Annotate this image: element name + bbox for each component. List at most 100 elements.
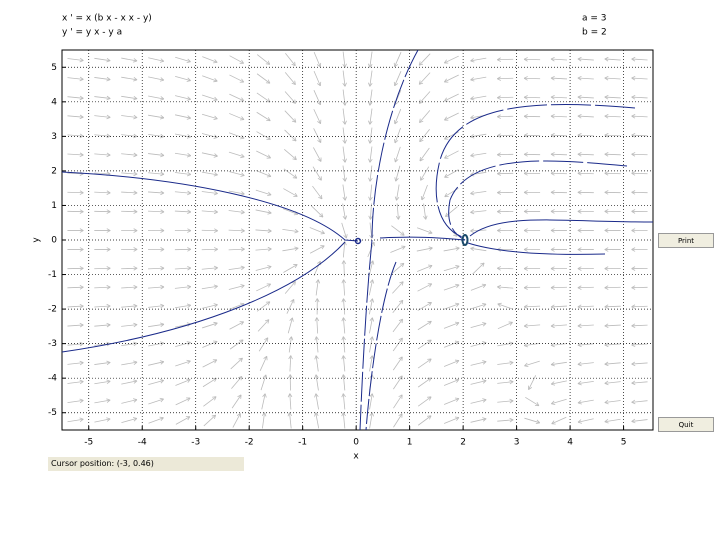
direction-arrow — [417, 302, 432, 311]
trajectory — [379, 236, 466, 241]
direction-arrowhead — [604, 342, 609, 348]
direction-arrowhead — [550, 323, 555, 329]
y-tick-label: 2 — [51, 166, 57, 176]
direction-arrow — [631, 362, 648, 365]
direction-arrowhead — [160, 228, 165, 233]
direction-arrowhead — [79, 57, 84, 63]
direction-arrowhead — [106, 247, 111, 252]
direction-arrow — [444, 131, 459, 140]
direction-arrow — [67, 172, 84, 175]
y-axis-label: y — [32, 237, 42, 243]
quit-button[interactable]: Quit — [658, 417, 714, 432]
direction-arrowhead — [393, 119, 399, 125]
direction-arrowhead — [79, 341, 84, 347]
direction-arrow — [497, 96, 514, 99]
print-button[interactable]: Print — [658, 233, 714, 248]
direction-arrowhead — [186, 77, 191, 82]
direction-arrowhead — [342, 158, 347, 163]
direction-arrowhead — [79, 398, 84, 404]
direction-arrow — [631, 400, 648, 403]
direction-arrowhead — [214, 247, 218, 252]
y-tick-label: -5 — [48, 408, 57, 418]
direction-arrow — [228, 285, 245, 290]
direction-arrowhead — [369, 317, 375, 322]
direction-arrowhead — [106, 57, 111, 63]
direction-arrowhead — [423, 215, 428, 220]
direction-arrowhead — [211, 414, 217, 420]
direction-arrowhead — [427, 320, 432, 325]
direction-arrow — [148, 76, 164, 81]
direction-arrow — [202, 359, 218, 368]
direction-arrowhead — [470, 246, 475, 252]
direction-arrowhead — [419, 137, 424, 143]
direction-arrowhead — [577, 361, 582, 367]
direction-arrowhead — [394, 196, 400, 201]
direction-arrowhead — [604, 56, 609, 62]
direction-arrowhead — [482, 302, 487, 308]
direction-arrow — [67, 286, 84, 289]
direction-arrow — [201, 191, 218, 194]
direction-arrowhead — [317, 176, 322, 181]
direction-arrow — [67, 343, 84, 346]
direction-arrowhead — [470, 228, 475, 234]
direction-arrow — [417, 227, 433, 234]
direction-arrowhead — [455, 302, 460, 308]
direction-arrowhead — [497, 152, 501, 157]
x-tick-label: 0 — [353, 438, 359, 448]
direction-arrowhead — [239, 59, 244, 64]
direction-arrow — [470, 57, 487, 62]
direction-arrow — [94, 418, 111, 423]
direction-arrowhead — [212, 396, 217, 401]
direction-arrowhead — [418, 61, 424, 66]
direction-arrowhead — [314, 374, 319, 379]
trajectory — [371, 49, 419, 241]
direction-arrowhead — [454, 359, 460, 364]
x-tick-label: -4 — [138, 438, 147, 448]
direction-arrowhead — [631, 399, 636, 405]
direction-arrowhead — [509, 417, 514, 423]
direction-arrow — [497, 58, 514, 61]
direction-arrowhead — [428, 264, 433, 269]
direction-arrowhead — [159, 416, 164, 421]
direction-arrow — [394, 146, 401, 163]
direction-arrowhead — [186, 359, 191, 365]
direction-arrow — [148, 305, 165, 308]
direction-arrow — [201, 285, 218, 290]
direction-arrowhead — [369, 393, 374, 398]
direction-arrowhead — [266, 154, 271, 159]
direction-arrow — [67, 115, 84, 118]
direction-arrow — [604, 115, 621, 118]
direction-arrow — [604, 134, 621, 137]
direction-arrow — [368, 260, 374, 277]
direction-arrow — [392, 300, 404, 313]
direction-arrowhead — [185, 416, 191, 421]
direction-arrowhead — [314, 412, 319, 417]
trajectories — [61, 49, 654, 431]
direction-arrow — [313, 90, 321, 105]
direction-arrowhead — [133, 58, 138, 63]
direction-arrow — [282, 208, 298, 215]
direction-arrowhead — [550, 209, 555, 214]
x-tick-label: 3 — [514, 438, 520, 448]
direction-arrow — [577, 380, 594, 385]
direction-arrowhead — [497, 57, 502, 62]
direction-arrow — [577, 134, 594, 137]
direction-arrow — [470, 95, 487, 100]
direction-arrowhead — [106, 76, 111, 82]
direction-arrowhead — [133, 379, 138, 384]
direction-arrow — [228, 210, 245, 213]
direction-arrowhead — [133, 303, 138, 309]
direction-arrowhead — [213, 340, 218, 345]
direction-arrow — [121, 399, 138, 404]
direction-arrow — [443, 284, 460, 291]
direction-arrow — [201, 152, 218, 157]
direction-arrowhead — [550, 266, 555, 271]
direction-arrow — [228, 248, 245, 251]
direction-arrow — [550, 153, 567, 156]
direction-arrowhead — [398, 375, 403, 380]
direction-arrow — [121, 267, 138, 270]
direction-arrowhead — [213, 59, 218, 64]
direction-arrow — [202, 56, 218, 63]
direction-arrow — [94, 324, 111, 327]
direction-arrowhead — [187, 265, 192, 271]
